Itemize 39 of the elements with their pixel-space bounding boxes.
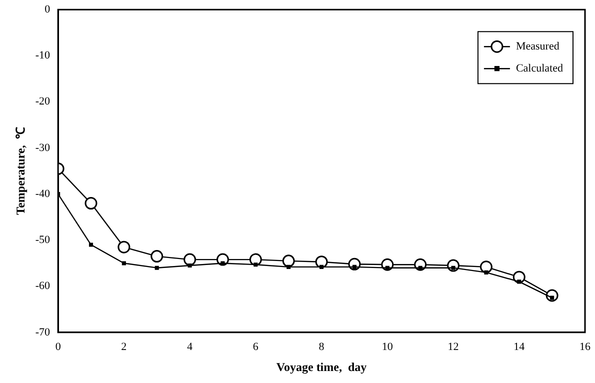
point (84, 197, 98, 210)
point (88, 242, 94, 247)
point (188, 264, 192, 268)
y-tick-label: 0 (44, 3, 51, 16)
y-tick-label: -60 (35, 280, 51, 292)
x-tick-label: 8 (318, 340, 325, 353)
y-tick-label: -20 (35, 96, 51, 108)
point (352, 264, 356, 269)
point (286, 264, 291, 269)
y-tick-label: -10 (35, 50, 51, 62)
point (184, 253, 196, 266)
y-tick-label: -30 (35, 142, 51, 154)
x-tick-label: 2 (121, 340, 127, 353)
point (320, 264, 324, 269)
x-tick-label: 0 (55, 340, 62, 353)
legend-label: Calculated (516, 62, 564, 74)
point (418, 266, 422, 270)
y-axis-title: Temperature, ℃ (13, 127, 28, 215)
y-tick-label: -70 (35, 326, 51, 338)
point (385, 266, 390, 270)
point (150, 250, 164, 263)
point (118, 240, 130, 254)
point (154, 266, 159, 270)
x-tick-label: 4 (187, 340, 194, 353)
point (480, 260, 492, 274)
x-tick-label: 12 (448, 340, 459, 353)
point (254, 262, 258, 267)
x-axis-title: Voyage time, day (276, 360, 367, 374)
x-tick-label: 14 (514, 340, 526, 353)
x-tick-label: 6 (252, 340, 259, 353)
legend-label: Measured (516, 40, 560, 52)
point (282, 254, 295, 268)
point (484, 270, 488, 274)
x-tick-label: 16 (580, 340, 591, 353)
point (122, 261, 126, 266)
x-tick-label: 10 (382, 340, 394, 353)
point (517, 280, 522, 284)
y-tick-label: -50 (35, 234, 51, 246)
y-tick-label: -40 (35, 188, 51, 200)
